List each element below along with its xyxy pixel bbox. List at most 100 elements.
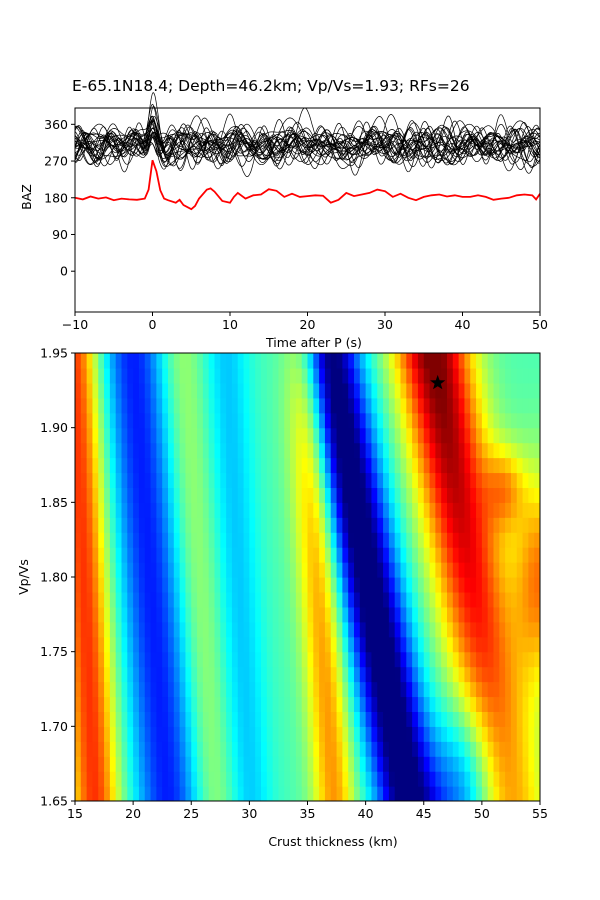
heatmap-cell <box>127 472 134 488</box>
heatmap-cell <box>406 771 413 787</box>
heatmap-cell <box>476 666 483 683</box>
heatmap-cell <box>127 367 134 384</box>
heatmap-cell <box>534 621 540 638</box>
heatmap-cell <box>510 636 518 653</box>
heatmap-cell <box>493 636 500 653</box>
heatmap-cell <box>231 741 239 757</box>
heatmap-cell <box>168 577 175 593</box>
heatmap-cell <box>98 591 105 608</box>
heatmap-cell <box>476 517 483 533</box>
heatmap-cell <box>208 353 216 369</box>
heatmap-cell <box>371 666 378 683</box>
heatmap-cell <box>214 547 221 563</box>
heatmap-cell <box>487 651 495 668</box>
heatmap-cell <box>75 786 82 801</box>
heatmap-cell <box>150 696 157 712</box>
heatmap-cell <box>168 547 175 563</box>
heatmap-cell <box>278 681 285 698</box>
heatmap-cell <box>249 397 256 414</box>
heatmap-cell <box>377 397 384 414</box>
heatmap-cell <box>377 532 384 548</box>
heatmap-cell <box>162 442 169 459</box>
heatmap-cell <box>133 472 140 488</box>
heatmap-cell <box>197 562 204 578</box>
heatmap-cell <box>330 651 338 668</box>
heatmap-cell <box>423 681 431 698</box>
heatmap-cell <box>307 786 314 801</box>
heatmap-cell <box>208 427 216 444</box>
heatmap-cell <box>284 756 291 772</box>
heatmap-cell <box>336 711 343 727</box>
heatmap-cell <box>359 756 367 772</box>
heatmap-cell <box>156 457 163 474</box>
heatmap-cell <box>214 412 221 429</box>
heatmap-cell <box>447 756 454 772</box>
bottom-y-tick-label: 1.70 <box>40 719 68 734</box>
heatmap-cell <box>284 532 291 548</box>
heatmap-cell <box>156 427 163 444</box>
heatmap-cell <box>243 502 250 518</box>
heatmap-cell <box>516 397 524 414</box>
heatmap-cell <box>272 472 280 488</box>
heatmap-cell <box>388 517 396 533</box>
heatmap-cell <box>412 621 419 638</box>
heatmap-cell <box>243 666 250 683</box>
heatmap-cell <box>191 442 198 459</box>
heatmap-cell <box>307 457 314 474</box>
heatmap-cell <box>133 696 140 712</box>
heatmap-cell <box>487 756 495 772</box>
heatmap-cell <box>144 487 152 503</box>
heatmap-cell <box>121 696 128 712</box>
heatmap-cell <box>330 621 338 638</box>
heatmap-cell <box>80 666 88 683</box>
figure-title: E-65.1N18.4; Depth=46.2km; Vp/Vs=1.93; R… <box>72 77 470 95</box>
heatmap-cell <box>133 591 140 608</box>
heatmap-cell <box>121 666 128 683</box>
heatmap-cell <box>144 666 152 683</box>
heatmap-cell <box>98 562 105 578</box>
heatmap-cell <box>191 666 198 683</box>
heatmap-cell <box>255 726 262 742</box>
heatmap-cell <box>365 577 373 593</box>
heatmap-cell <box>371 771 378 787</box>
heatmap-cell <box>429 502 436 518</box>
heatmap-cell <box>191 532 198 548</box>
heatmap-cell <box>150 786 157 801</box>
heatmap-cell <box>435 771 442 787</box>
heatmap-cell <box>237 756 245 772</box>
heatmap-cell <box>220 472 227 488</box>
heatmap-cell <box>388 756 396 772</box>
heatmap-cell <box>476 726 483 742</box>
heatmap-cell <box>417 532 425 548</box>
heatmap-cell <box>249 696 256 712</box>
heatmap-cell <box>272 532 280 548</box>
heatmap-cell <box>109 457 117 474</box>
heatmap-cell <box>133 621 140 638</box>
heatmap-cell <box>249 666 256 683</box>
heatmap-cell <box>522 427 529 444</box>
heatmap-cell <box>330 771 338 787</box>
heatmap-cell <box>528 636 535 653</box>
heatmap-cell <box>330 741 338 757</box>
heatmap-cell <box>191 457 198 474</box>
heatmap-cell <box>359 472 367 488</box>
heatmap-cell <box>412 397 419 414</box>
heatmap-cell <box>168 353 175 369</box>
heatmap-cell <box>528 547 535 563</box>
heatmap-cell <box>75 412 82 429</box>
heatmap-cell <box>138 457 146 474</box>
heatmap-cell <box>255 591 262 608</box>
heatmap-cell <box>284 636 291 653</box>
heatmap-cell <box>441 621 448 638</box>
heatmap-cell <box>406 711 413 727</box>
heatmap-cell <box>173 442 181 459</box>
heatmap-cell <box>493 457 500 474</box>
heatmap-cell <box>80 397 88 414</box>
heatmap-cell <box>98 681 105 698</box>
heatmap-cell <box>336 517 343 533</box>
heatmap-cell <box>109 636 117 653</box>
heatmap-cell <box>115 457 123 474</box>
heatmap-cell <box>423 353 431 369</box>
heatmap-cell <box>109 472 117 488</box>
heatmap-cell <box>359 412 367 429</box>
